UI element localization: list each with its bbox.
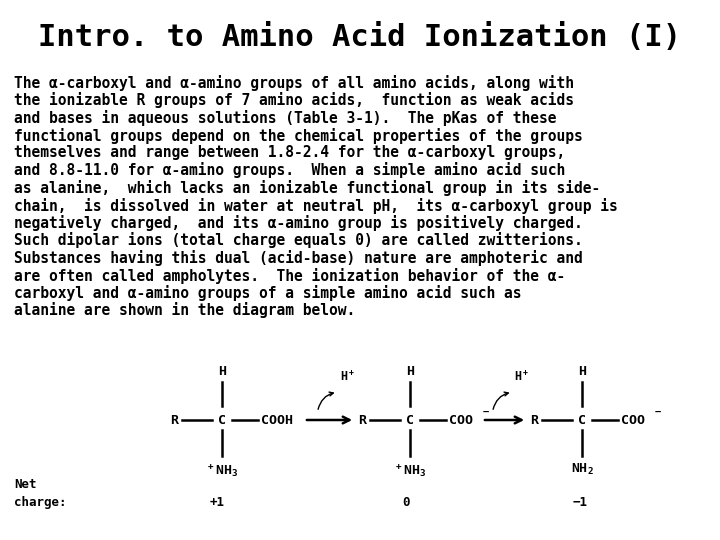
Text: carboxyl and α-amino groups of a simple amino acid such as: carboxyl and α-amino groups of a simple … (14, 285, 521, 301)
Text: COOH: COOH (261, 414, 293, 427)
Text: $\mathregular{^+}$NH$\mathregular{_3}$: $\mathregular{^+}$NH$\mathregular{_3}$ (206, 462, 238, 478)
Text: functional groups depend on the chemical properties of the groups: functional groups depend on the chemical… (14, 127, 582, 144)
Text: H$\mathregular{^+}$: H$\mathregular{^+}$ (340, 369, 355, 384)
Text: C: C (406, 414, 414, 427)
Text: C: C (578, 414, 586, 427)
Text: H: H (406, 365, 414, 378)
Text: Substances having this dual (acid-base) nature are amphoteric and: Substances having this dual (acid-base) … (14, 250, 582, 266)
Text: R: R (358, 414, 366, 427)
Text: as alanine,  which lacks an ionizable functional group in its side-: as alanine, which lacks an ionizable fun… (14, 180, 600, 196)
Text: and bases in aqueous solutions (Table 3-1).  The pKas of these: and bases in aqueous solutions (Table 3-… (14, 110, 557, 126)
Text: The α-carboxyl and α-amino groups of all amino acids, along with: The α-carboxyl and α-amino groups of all… (14, 75, 574, 91)
Text: the ionizable R groups of 7 amino acids,  function as weak acids: the ionizable R groups of 7 amino acids,… (14, 92, 574, 109)
Text: C: C (218, 414, 226, 427)
Text: H$\mathregular{^+}$: H$\mathregular{^+}$ (515, 369, 530, 384)
Text: alanine are shown in the diagram below.: alanine are shown in the diagram below. (14, 302, 355, 319)
Text: Intro. to Amino Acid Ionization (I): Intro. to Amino Acid Ionization (I) (38, 24, 682, 52)
Text: are often called ampholytes.  The ionization behavior of the α-: are often called ampholytes. The ionizat… (14, 267, 565, 284)
Text: 0: 0 (402, 496, 410, 509)
Text: Net: Net (14, 478, 37, 491)
Text: R: R (170, 414, 178, 427)
Text: and 8.8-11.0 for α-amino groups.  When a simple amino acid such: and 8.8-11.0 for α-amino groups. When a … (14, 163, 565, 179)
Text: −: − (483, 407, 490, 417)
Text: themselves and range between 1.8-2.4 for the α-carboxyl groups,: themselves and range between 1.8-2.4 for… (14, 145, 565, 160)
Text: NH$\mathregular{_2}$: NH$\mathregular{_2}$ (570, 462, 593, 477)
Text: −1: −1 (572, 496, 588, 509)
Text: $\mathregular{^+}$NH$\mathregular{_3}$: $\mathregular{^+}$NH$\mathregular{_3}$ (394, 462, 426, 478)
Text: H: H (578, 365, 586, 378)
Text: R: R (530, 414, 538, 427)
Text: +1: +1 (210, 496, 225, 509)
Text: COO: COO (621, 414, 645, 427)
Text: charge:: charge: (14, 496, 66, 509)
Text: chain,  is dissolved in water at neutral pH,  its α-carboxyl group is: chain, is dissolved in water at neutral … (14, 198, 618, 213)
Text: −: − (655, 407, 661, 417)
Text: H: H (218, 365, 226, 378)
Text: COO: COO (449, 414, 473, 427)
Text: negatively charged,  and its α-amino group is positively charged.: negatively charged, and its α-amino grou… (14, 215, 582, 231)
Text: Such dipolar ions (total charge equals 0) are called zwitterions.: Such dipolar ions (total charge equals 0… (14, 233, 582, 248)
